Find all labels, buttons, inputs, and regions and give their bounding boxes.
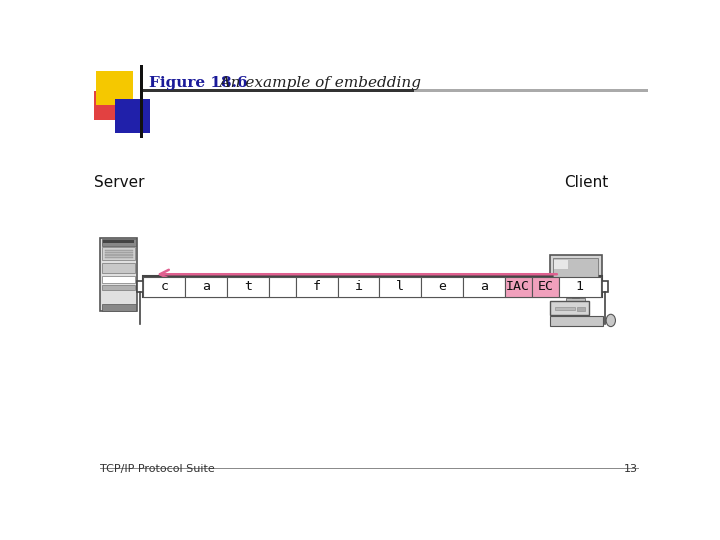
Bar [143, 276, 185, 296]
Bar [463, 276, 505, 296]
Bar [104, 249, 132, 251]
Bar [554, 258, 598, 291]
Bar [554, 260, 568, 269]
Bar [185, 276, 227, 296]
Text: Client: Client [564, 174, 608, 190]
Bar [566, 298, 585, 303]
Bar [572, 293, 579, 298]
Bar [143, 276, 601, 298]
Text: 13: 13 [624, 464, 638, 474]
Bar [102, 262, 135, 273]
Bar [550, 255, 601, 294]
Bar [414, 90, 648, 92]
Bar [102, 239, 136, 246]
Bar [137, 281, 143, 292]
Text: e: e [438, 280, 446, 293]
Bar [338, 276, 379, 296]
Bar [140, 65, 143, 138]
Bar [114, 99, 150, 132]
Bar [102, 285, 135, 291]
Text: Figure 18.6: Figure 18.6 [149, 76, 248, 90]
Text: a: a [480, 280, 487, 293]
Text: f: f [312, 280, 320, 293]
Bar [421, 276, 463, 296]
Text: a: a [202, 280, 210, 293]
Text: Server: Server [94, 174, 145, 190]
Bar [104, 256, 132, 258]
Bar [100, 238, 138, 311]
Bar [104, 254, 132, 256]
Bar [577, 307, 585, 311]
Bar [269, 276, 296, 296]
Text: TCP/IP Protocol Suite: TCP/IP Protocol Suite [100, 464, 215, 474]
Bar [505, 276, 532, 296]
Bar [601, 281, 608, 292]
Text: c: c [161, 280, 168, 293]
Bar [102, 276, 135, 283]
Text: i: i [354, 280, 362, 293]
Bar [550, 301, 589, 315]
Bar [102, 303, 136, 311]
Text: An example of embedding: An example of embedding [204, 76, 420, 90]
Bar [550, 316, 603, 326]
Text: l: l [396, 280, 404, 293]
Bar [94, 91, 127, 120]
Bar [379, 276, 421, 296]
Bar [227, 276, 269, 296]
Text: EC: EC [537, 280, 554, 293]
Bar [559, 276, 600, 296]
Bar [296, 276, 338, 296]
Bar [102, 247, 135, 260]
Bar [143, 90, 414, 92]
Text: t: t [244, 280, 252, 293]
Bar [555, 307, 575, 310]
Bar [104, 252, 132, 253]
Bar [96, 71, 133, 105]
Bar [103, 240, 134, 242]
Ellipse shape [606, 314, 616, 327]
Text: 1: 1 [576, 280, 584, 293]
Bar [532, 276, 559, 296]
Text: IAC: IAC [506, 280, 530, 293]
